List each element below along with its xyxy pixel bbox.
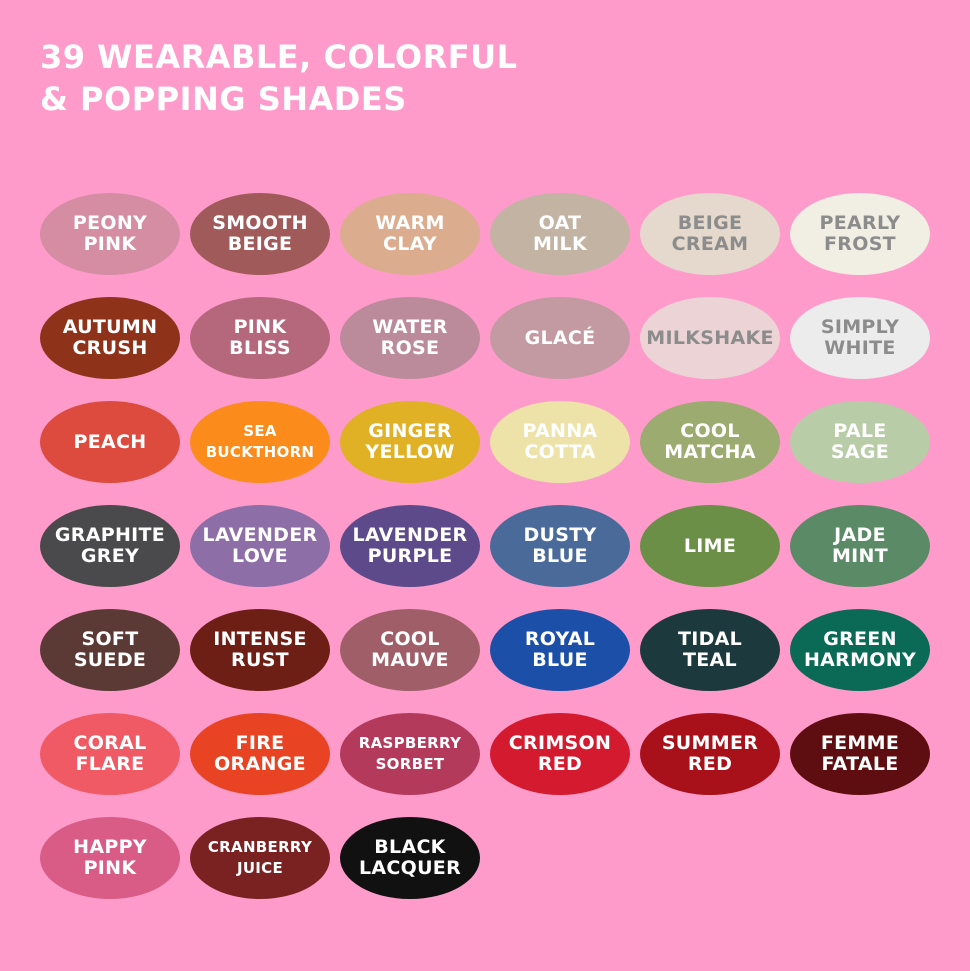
shade-swatch: SUMMER RED xyxy=(640,713,780,795)
shade-swatch: FEMME FATALE xyxy=(790,713,930,795)
shade-swatch: WATER ROSE xyxy=(340,297,480,379)
shade-swatch: CRIMSON RED xyxy=(490,713,630,795)
shade-swatch: ROYAL BLUE xyxy=(490,609,630,691)
shade-swatch: SIMPLY WHITE xyxy=(790,297,930,379)
shade-swatch: AUTUMN CRUSH xyxy=(40,297,180,379)
shade-swatch: HAPPY PINK xyxy=(40,817,180,899)
shade-swatch: OAT MILK xyxy=(490,193,630,275)
shade-swatch: FIRE ORANGE xyxy=(190,713,330,795)
shade-swatch: SMOOTH BEIGE xyxy=(190,193,330,275)
shade-swatch: CRANBERRY JUICE xyxy=(190,817,330,899)
shade-swatch: WARM CLAY xyxy=(340,193,480,275)
shade-swatch: PANNA COTTA xyxy=(490,401,630,483)
shade-swatch: GINGER YELLOW xyxy=(340,401,480,483)
shade-grid: PEONY PINK SMOOTH BEIGE WARM CLAY OAT MILK B… xyxy=(40,193,930,899)
shade-swatch: MILKSHAKE xyxy=(640,297,780,379)
shade-swatch: CORAL FLARE xyxy=(40,713,180,795)
shade-swatch: BEIGE CREAM xyxy=(640,193,780,275)
title-line-1: 39 WEARABLE, COLORFUL xyxy=(40,38,518,76)
shade-swatch: LAVENDER PURPLE xyxy=(340,505,480,587)
shade-swatch: LIME xyxy=(640,505,780,587)
shade-swatch: PEONY PINK xyxy=(40,193,180,275)
shade-swatch: COOL MAUVE xyxy=(340,609,480,691)
shade-swatch: DUSTY BLUE xyxy=(490,505,630,587)
shade-swatch: GLACÉ xyxy=(490,297,630,379)
shade-swatch: PEACH xyxy=(40,401,180,483)
shade-swatch: GRAPHITE GREY xyxy=(40,505,180,587)
shade-swatch: JADE MINT xyxy=(790,505,930,587)
shade-swatch: SOFT SUEDE xyxy=(40,609,180,691)
shade-swatch: RASPBERRY SORBET xyxy=(340,713,480,795)
shade-swatch: INTENSE RUST xyxy=(190,609,330,691)
page-title: 39 WEARABLE, COLORFUL & POPPING SHADES xyxy=(40,36,517,120)
shade-swatch: COOL MATCHA xyxy=(640,401,780,483)
title-line-2: & POPPING SHADES xyxy=(40,80,407,118)
shade-swatch: PALE SAGE xyxy=(790,401,930,483)
shade-swatch: LAVENDER LOVE xyxy=(190,505,330,587)
shade-swatch: TIDAL TEAL xyxy=(640,609,780,691)
shade-swatch: PEARLY FROST xyxy=(790,193,930,275)
shade-swatch: GREEN HARMONY xyxy=(790,609,930,691)
shade-swatch: PINK BLISS xyxy=(190,297,330,379)
shade-swatch: SEA BUCKTHORN xyxy=(190,401,330,483)
shade-swatch: BLACK LACQUER xyxy=(340,817,480,899)
